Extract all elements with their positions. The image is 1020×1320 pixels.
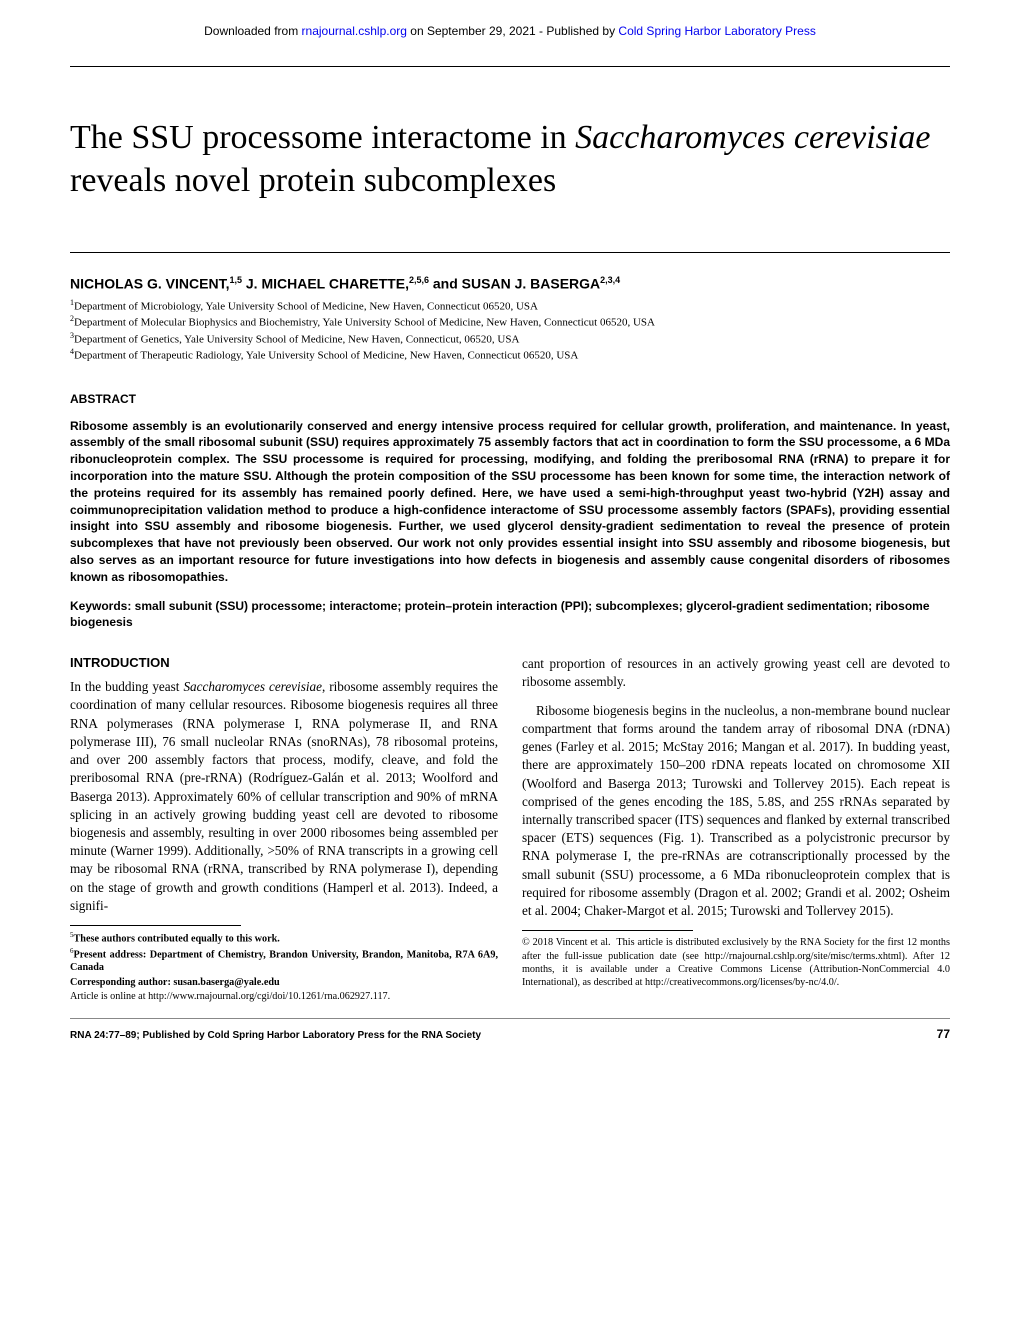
authors: NICHOLAS G. VINCENT,1,5 J. MICHAEL CHARE… — [70, 275, 950, 292]
intro-para-2b: Ribosome biogenesis begins in the nucleo… — [522, 702, 950, 921]
page-number: 77 — [937, 1027, 950, 1041]
download-link-1[interactable]: rnajournal.cshlp.org — [302, 24, 407, 38]
footnotes-rule-left — [70, 925, 241, 926]
footer-citation: RNA 24:77–89; Published by Cold Spring H… — [70, 1030, 481, 1041]
download-link-2[interactable]: Cold Spring Harbor Laboratory Press — [618, 24, 815, 38]
download-prefix: Downloaded from — [204, 24, 301, 38]
intro-heading: INTRODUCTION — [70, 655, 498, 670]
title-part2: reveals novel protein subcomplexes — [70, 162, 556, 199]
title-italic: Saccharomyces cerevisiae — [575, 119, 930, 156]
body-columns: INTRODUCTION In the budding yeast Saccha… — [70, 655, 950, 1004]
keywords: Keywords: small subunit (SSU) processome… — [70, 598, 950, 632]
footnotes-left: 5These authors contributed equally to th… — [70, 931, 498, 1003]
column-right: cant proportion of resources in an activ… — [522, 655, 950, 1004]
page-footer: RNA 24:77–89; Published by Cold Spring H… — [70, 1018, 950, 1041]
article-title: The SSU processome interactome in Saccha… — [70, 117, 950, 202]
affiliations: 1Department of Microbiology, Yale Univer… — [70, 298, 950, 364]
download-bar: Downloaded from rnajournal.cshlp.org on … — [70, 24, 950, 66]
abstract-heading: ABSTRACT — [70, 392, 950, 406]
abstract-body: Ribosome assembly is an evolutionarily c… — [70, 418, 950, 586]
footnotes-right: © 2018 Vincent et al. This article is di… — [522, 936, 950, 989]
column-left: INTRODUCTION In the budding yeast Saccha… — [70, 655, 498, 1004]
title-part1: The SSU processome interactome in — [70, 119, 575, 156]
intro-para-1: In the budding yeast Saccharomyces cerev… — [70, 678, 498, 915]
download-mid: on September 29, 2021 - Published by — [407, 24, 618, 38]
mid-rule — [70, 252, 950, 253]
intro-para-2a: cant proportion of resources in an activ… — [522, 655, 950, 691]
top-rule — [70, 66, 950, 67]
footnotes-rule-right — [522, 930, 693, 931]
